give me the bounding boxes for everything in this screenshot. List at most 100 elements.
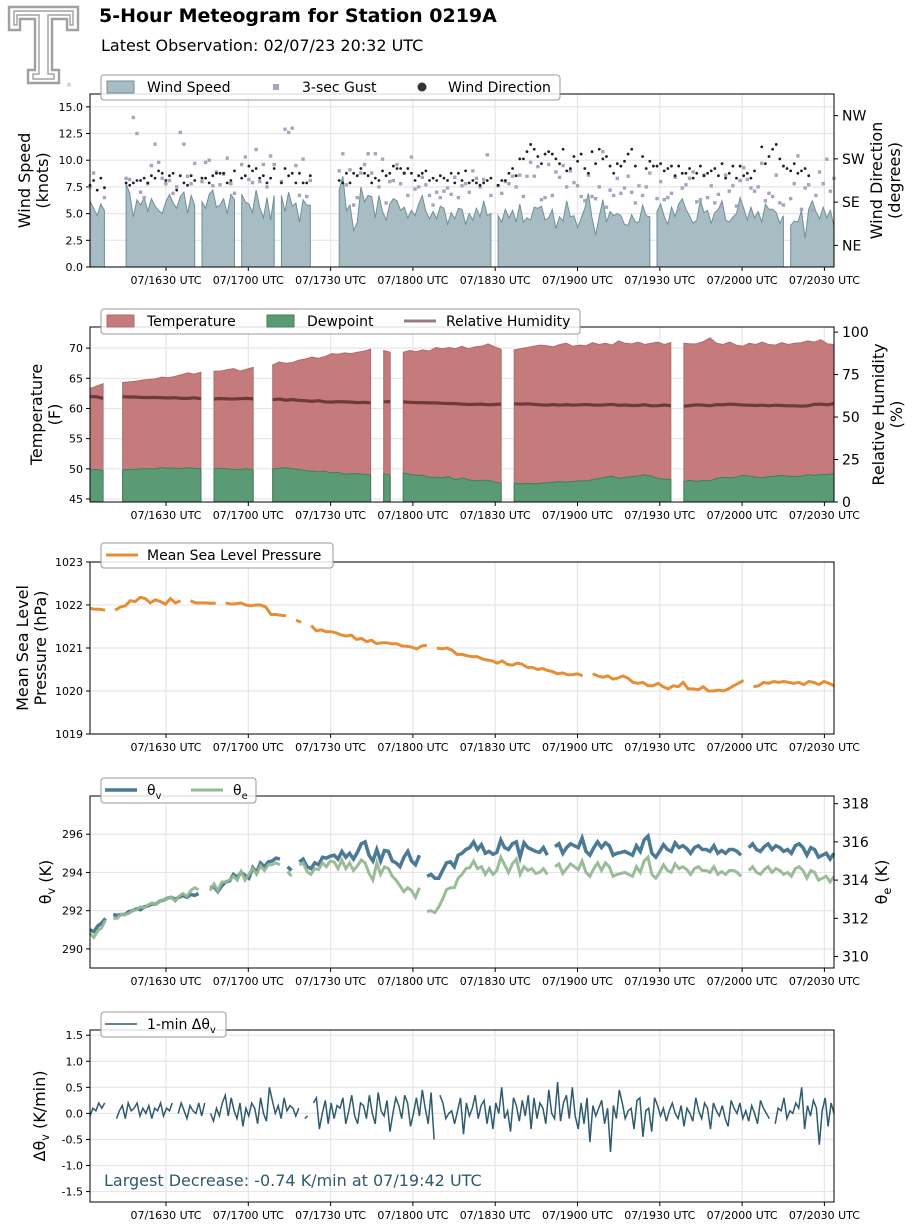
x-tick-label: 07/1800 UTC bbox=[377, 741, 448, 754]
y-axis-label: Mean Sea Level Pressure (hPa) bbox=[13, 585, 50, 711]
wind-direction-point bbox=[709, 169, 713, 173]
delta-theta-line bbox=[774, 1087, 835, 1145]
wind-direction-point bbox=[149, 174, 153, 178]
wind-direction-point bbox=[597, 147, 601, 151]
theta-v-line bbox=[426, 835, 549, 880]
wind-speed-area bbox=[241, 189, 275, 268]
gust-point bbox=[799, 207, 804, 212]
wind-direction-point bbox=[233, 169, 236, 173]
legend-label: Dewpoint bbox=[307, 314, 374, 330]
gust-point bbox=[709, 184, 713, 188]
delta-theta-line bbox=[89, 1101, 106, 1117]
gust-point bbox=[604, 205, 609, 209]
wind-direction-point bbox=[442, 176, 446, 180]
gust-point bbox=[406, 193, 410, 198]
wind-direction-point bbox=[193, 179, 197, 182]
gust-point bbox=[200, 179, 204, 184]
wind-direction-point bbox=[745, 171, 749, 175]
pressure-line bbox=[310, 624, 427, 651]
axis-label-line: Pressure (hPa) bbox=[31, 591, 50, 706]
relative-humidity-line bbox=[213, 396, 254, 401]
legend-box bbox=[100, 777, 257, 804]
wind-direction-point bbox=[521, 157, 525, 161]
gust-point bbox=[749, 186, 753, 190]
gust-point bbox=[583, 199, 587, 203]
wind-direction-point bbox=[337, 179, 341, 182]
axis-label-line: Mean Sea Level bbox=[13, 585, 32, 711]
gust-point bbox=[178, 130, 182, 135]
wind-direction-point bbox=[489, 176, 493, 180]
wind-direction-point bbox=[207, 181, 211, 185]
x-tick-label: 07/1830 UTC bbox=[460, 741, 531, 754]
relative-humidity-line bbox=[272, 397, 371, 405]
wind-direction-point bbox=[95, 188, 99, 192]
x-tick-label: 07/1730 UTC bbox=[295, 975, 366, 988]
wind-direction-point bbox=[243, 174, 247, 178]
gust-point bbox=[474, 176, 479, 181]
wind-direction-point bbox=[601, 157, 605, 161]
y2-tick-label: 316 bbox=[842, 835, 869, 851]
wind-direction-point bbox=[103, 186, 106, 190]
wind-direction-point bbox=[731, 164, 735, 168]
temperature-area bbox=[513, 340, 672, 503]
delta-theta-line bbox=[115, 1100, 174, 1119]
x-tick-label: 07/1700 UTC bbox=[213, 509, 284, 522]
wind-direction-point bbox=[518, 157, 522, 161]
x-tick-label: 07/2000 UTC bbox=[707, 975, 778, 988]
y-axis-label: Temperature (F) bbox=[27, 364, 64, 466]
axis-label-line: θv (K) bbox=[36, 860, 58, 904]
wind-direction-point bbox=[258, 176, 262, 180]
x-tick-label: 07/2030 UTC bbox=[789, 975, 860, 988]
wind-direction-point bbox=[175, 188, 179, 192]
x-tick-label: 07/1930 UTC bbox=[624, 274, 695, 287]
gust-point bbox=[229, 182, 233, 186]
wind-direction-point bbox=[615, 162, 619, 166]
wind-direction-point bbox=[706, 171, 709, 175]
wind-direction-point bbox=[666, 167, 670, 170]
x-tick-label: 07/1900 UTC bbox=[542, 1209, 613, 1222]
wind-direction-point bbox=[778, 157, 782, 161]
gust-point bbox=[695, 200, 699, 204]
wind-direction-point bbox=[507, 171, 511, 175]
y-tick-label: 1020 bbox=[55, 685, 83, 698]
gust-point bbox=[189, 182, 193, 186]
gust-point bbox=[756, 185, 760, 189]
wind-direction-point bbox=[287, 174, 291, 178]
wind-direction-point bbox=[478, 183, 482, 187]
gust-point bbox=[301, 157, 305, 161]
wind-direction-point bbox=[99, 176, 103, 180]
legend-box bbox=[100, 308, 581, 335]
x-tick-label: 07/1630 UTC bbox=[130, 509, 201, 522]
axes-frame bbox=[89, 1029, 835, 1203]
x-tick-label: 07/2030 UTC bbox=[789, 741, 860, 754]
wind-direction-point bbox=[641, 155, 644, 158]
gust-point bbox=[156, 160, 161, 165]
gust-point bbox=[135, 131, 139, 136]
gust-point bbox=[268, 154, 273, 158]
gust-point bbox=[413, 187, 417, 191]
x-tick-label: 07/2030 UTC bbox=[789, 509, 860, 522]
gust-point bbox=[164, 182, 168, 186]
gust-point bbox=[167, 178, 172, 183]
gust-point bbox=[788, 196, 793, 201]
gust-point bbox=[420, 175, 424, 179]
wind-direction-point bbox=[514, 174, 518, 178]
wind-direction-point bbox=[139, 179, 142, 182]
wind-direction-point bbox=[420, 171, 424, 175]
wind-direction-point bbox=[283, 167, 287, 170]
wind-direction-point bbox=[410, 171, 413, 175]
wind-direction-point bbox=[511, 167, 514, 170]
gust-point bbox=[128, 177, 132, 182]
wind-direction-point bbox=[735, 176, 738, 180]
wind-direction-point bbox=[644, 167, 648, 170]
y-tick-label: 1022 bbox=[55, 599, 83, 612]
x-tick-label: 07/1700 UTC bbox=[213, 741, 284, 754]
wind-direction-point bbox=[500, 179, 504, 182]
gust-point bbox=[673, 175, 677, 179]
wind-direction-point bbox=[612, 171, 616, 175]
gust-point bbox=[182, 142, 186, 146]
wind-direction-point bbox=[702, 174, 706, 178]
gust-point bbox=[384, 201, 388, 205]
legend-label: Wind Direction bbox=[448, 80, 551, 96]
gust-point bbox=[640, 193, 645, 198]
